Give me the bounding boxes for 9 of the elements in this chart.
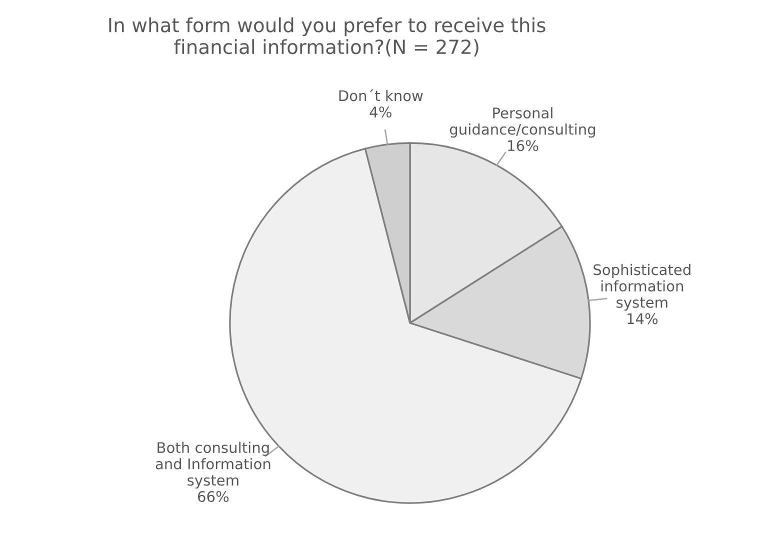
data-label: 4% [370,106,392,118]
slice-label: Don´t know [339,89,423,102]
data-label: 66% [198,491,229,502]
slice-label: Sophisticated information system [594,264,690,311]
chart-title: In what form would you prefer to receive this financial information?(N = 272) [109,17,546,56]
slice-label: Personal guidance/consulting [450,107,596,138]
data-label: 16% [508,140,538,152]
data-label: 14% [628,313,658,324]
slice-label: Both consulting and Information system [156,442,270,489]
